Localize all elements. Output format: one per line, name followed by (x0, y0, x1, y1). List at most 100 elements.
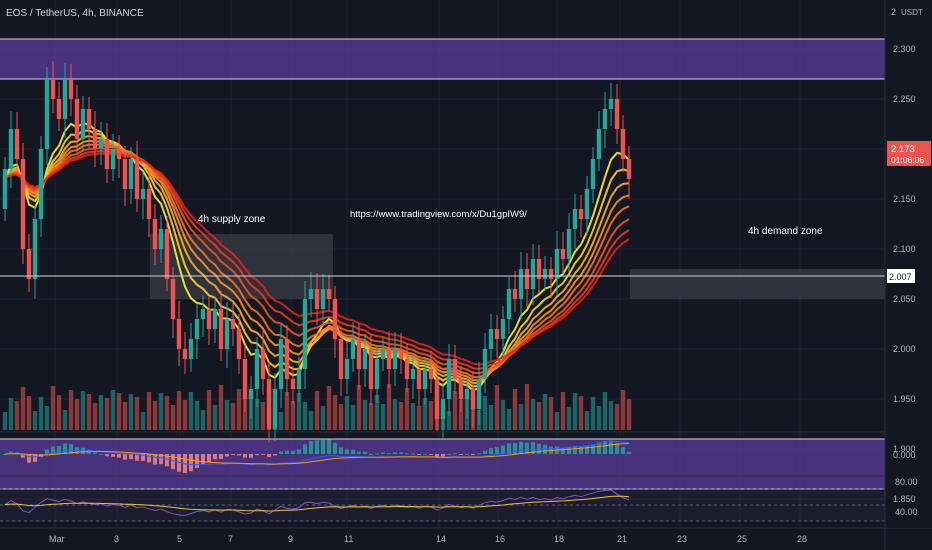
zones (0, 38, 885, 490)
volume-bar (278, 412, 284, 430)
volume-bar (542, 394, 548, 430)
volume-bar (188, 392, 194, 430)
candle-body (86, 109, 92, 129)
candle-body (410, 369, 416, 379)
volume-bar (578, 396, 584, 430)
macd-hist (291, 450, 295, 454)
macd-hist (303, 444, 307, 454)
volume-bar (506, 409, 512, 430)
macd-hist (99, 453, 103, 455)
macd-hist (351, 449, 355, 454)
volume-bar (290, 401, 296, 430)
rsi-panel (0, 488, 885, 522)
candle-body (380, 349, 386, 359)
time-label: 18 (554, 534, 564, 544)
candle-body (614, 99, 620, 129)
current-price-value: 2.173 (891, 144, 915, 155)
volume-bar (368, 403, 374, 430)
volume-bar (446, 411, 452, 430)
candle-body (488, 329, 494, 349)
volume-bar (158, 393, 164, 430)
line-price-value: 2.007 (889, 272, 912, 282)
time-label: 5 (177, 534, 182, 544)
macd-hist (117, 454, 121, 458)
price-tick: 2.300 (893, 44, 916, 54)
time-axis: Mar 3 5 7 9 11 14 16 18 21 23 25 28 (49, 534, 807, 544)
macd-hist (375, 453, 379, 455)
volume-bar (410, 403, 416, 430)
volume-bar (614, 404, 620, 430)
volume-bar (146, 392, 152, 430)
time-label: 25 (737, 534, 747, 544)
candle-body (578, 209, 584, 219)
macd-hist (627, 451, 631, 454)
macd-hist (165, 454, 169, 467)
macd-hist (69, 444, 73, 454)
candle-body (554, 249, 560, 279)
macd-hist (327, 439, 331, 454)
macd-hist (507, 443, 511, 454)
candle-body (218, 309, 224, 349)
volume-bar (386, 384, 392, 430)
candle-body (140, 189, 146, 199)
macd-hist (285, 450, 289, 454)
volume-bar (224, 400, 230, 430)
zone-2 (150, 234, 333, 299)
volume-bar (326, 386, 332, 430)
volume-bar (128, 394, 134, 430)
macd-hist (3, 454, 7, 455)
macd-hist (315, 440, 319, 454)
line-price-badge (887, 269, 915, 283)
candle-body (518, 269, 524, 299)
volume-bar (428, 401, 434, 430)
candle-body (596, 129, 602, 159)
volume-bar (254, 399, 260, 430)
macd-hist (357, 451, 361, 454)
volume-bar (350, 405, 356, 430)
macd-hist (33, 454, 37, 462)
candle-body (290, 379, 296, 389)
candle-body (92, 129, 98, 149)
macd-hist (597, 442, 601, 454)
candle-body (626, 159, 632, 179)
macd-hist (45, 449, 49, 454)
candle-body (356, 339, 362, 369)
candle-countdown: 01:06:06 (891, 155, 924, 165)
volume-bar (86, 394, 92, 430)
macd-hist (513, 443, 517, 454)
candle-body (326, 289, 332, 299)
chart-url[interactable]: https://www.tradingview.com/x/Du1gpIW9/ (350, 209, 527, 220)
macd-hist (561, 447, 565, 454)
candle-body (314, 289, 320, 309)
macd-hist (243, 454, 247, 458)
volume-bar (260, 402, 266, 430)
macd-hist (567, 447, 571, 454)
macd-hist (261, 454, 265, 455)
price-axis-top-label: 2 (891, 7, 896, 17)
zone-1 (0, 439, 885, 489)
candle-body (386, 349, 392, 369)
candles (2, 61, 632, 443)
volume-bar (206, 390, 212, 430)
volume-bar (338, 404, 344, 430)
macd-signal-line (4, 443, 630, 465)
macd-hist (543, 444, 547, 454)
candle-body (182, 349, 188, 359)
volume-bar (218, 385, 224, 430)
macd-hist (609, 440, 613, 454)
volume-bar (572, 393, 578, 430)
volume-bar (200, 410, 206, 430)
macd-hist (309, 440, 313, 454)
candle-body (242, 359, 248, 399)
time-label: 11 (344, 534, 353, 544)
candle-body (104, 139, 110, 169)
candle-body (440, 399, 446, 419)
macd-hist (321, 439, 325, 454)
candle-body (164, 229, 170, 279)
volume-bar (62, 410, 68, 430)
candle-body (158, 229, 164, 249)
candle-body (608, 99, 614, 109)
zone-3 (630, 269, 885, 299)
candle-body (230, 319, 236, 329)
